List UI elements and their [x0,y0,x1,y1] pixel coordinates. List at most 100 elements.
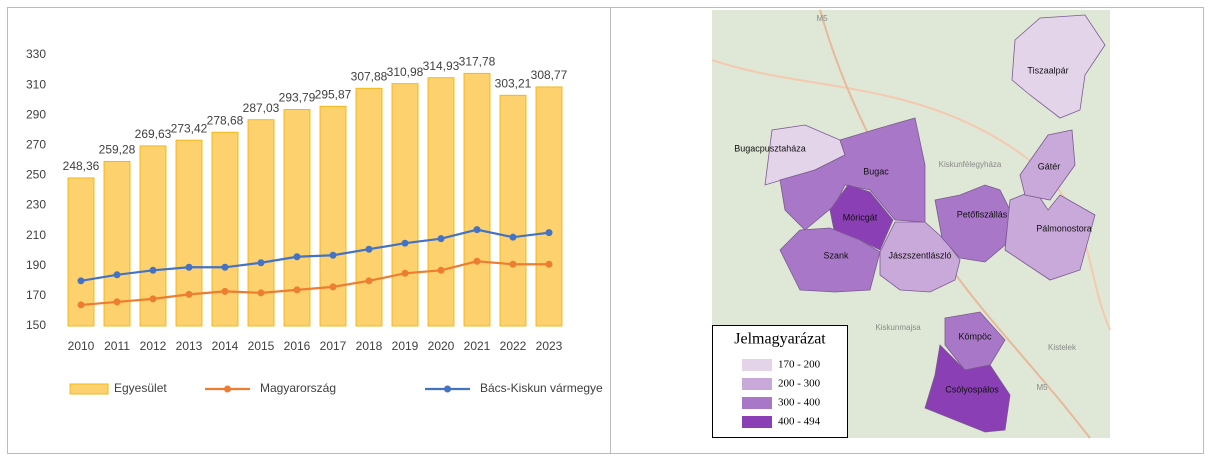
table-border [7,7,1204,454]
y-tick-label: 330 [26,47,46,61]
region-label: Tiszaalpár [1027,65,1068,75]
region [879,221,961,293]
road [819,9,1091,439]
x-tick-label: 2015 [248,339,275,353]
region [1011,14,1106,119]
legend-label: 200 - 300 [778,378,821,390]
region-label: Jászszentlászló [888,250,951,260]
x-tick-label: 2010 [68,339,95,353]
marker [545,260,553,268]
line [80,260,549,307]
y-tick-label: 150 [26,318,46,332]
data-label: 248,36 [63,159,100,173]
data-label: 269,63 [135,127,172,141]
x-tick-label: 2023 [536,339,563,353]
data-label: 310,98 [387,65,424,79]
map: M5 Kiskunfélegyháza Kiskunmajsa Kistelek… [711,9,1111,439]
y-tick-label: 190 [26,258,46,272]
marker [77,301,85,309]
region-label: Kömpöc [958,331,992,341]
marker [365,277,373,285]
y-tick-label: 230 [26,198,46,212]
bar [67,177,95,327]
legend-label: Magyarország [260,381,336,395]
marker [185,263,193,271]
marker [257,289,265,297]
bar [319,105,347,327]
x-tick-label: 2014 [212,339,239,353]
region-label: Szank [823,250,849,260]
data-label: 273,42 [171,121,208,135]
region-label: Bugac [863,166,889,176]
region-label: Móricgát [843,212,878,222]
chart: 150 170 190 210 230 250 270 290 310 330 2010 2011 20… [26,47,603,395]
data-label: 314,93 [423,59,460,73]
marker [329,283,337,291]
legend-swatch [742,397,772,409]
x-tick-label: 2013 [176,339,203,353]
legend-swatch [444,385,451,393]
x-tick-label: 2019 [392,339,419,353]
place-label: Kistelek [1048,343,1077,352]
data-label: 317,78 [459,55,496,69]
data-label: 295,87 [315,88,352,102]
place-label: Kiskunfélegyháza [939,160,1002,169]
legend-swatch [742,378,772,390]
legend-label: 300 - 400 [778,397,821,409]
y-tick-label: 270 [26,138,46,152]
marker [437,266,445,274]
bar [355,87,383,327]
x-tick-label: 2017 [320,339,347,353]
marker [185,290,193,298]
x-tick-label: 2016 [284,339,311,353]
marker [293,286,301,294]
map-legend [712,325,848,438]
legend-swatch [69,383,109,395]
data-label: 307,88 [351,69,388,83]
region-label: Gátér [1038,161,1061,171]
x-tick-label: 2021 [464,339,491,353]
legend-label: 170 - 200 [778,359,821,371]
marker [509,233,517,241]
bar [283,109,311,327]
legend-label: 400 - 494 [778,416,821,428]
legend-title: Jelmagyarázat [734,331,826,348]
bar [391,83,419,327]
x-tick-label: 2022 [500,339,527,353]
road [711,59,1111,331]
x-tick-label: 2011 [104,339,130,353]
marker [257,259,265,267]
bar [499,94,527,327]
marker [545,229,553,237]
place-label: Kiskunmajsa [875,323,921,332]
y-tick-label: 290 [26,107,46,121]
marker [221,263,229,271]
marker [473,226,481,234]
bar [427,77,455,327]
marker [401,239,409,247]
line [80,228,550,282]
bar [535,86,563,327]
marker [221,287,229,295]
marker [77,277,85,285]
data-label: 293,79 [279,91,316,105]
region [1019,129,1076,201]
data-label: 308,77 [531,68,568,82]
legend-swatch [224,385,231,393]
x-tick-label: 2020 [428,339,455,353]
region-label: Pálmonostora [1036,223,1092,233]
marker [365,245,373,253]
marker [329,251,337,259]
region [924,344,1011,433]
data-label: 303,21 [495,77,532,91]
data-label: 287,03 [243,101,280,115]
legend-label: Bács-Kiskun vármegye [480,381,603,395]
marker [437,235,445,243]
legend-swatch [742,359,772,371]
marker [293,253,301,261]
y-tick-label: 210 [26,228,46,242]
y-tick-label: 170 [26,288,46,302]
bar [175,139,203,327]
region-label: Petőfiszállás [957,209,1008,219]
marker [509,260,517,268]
